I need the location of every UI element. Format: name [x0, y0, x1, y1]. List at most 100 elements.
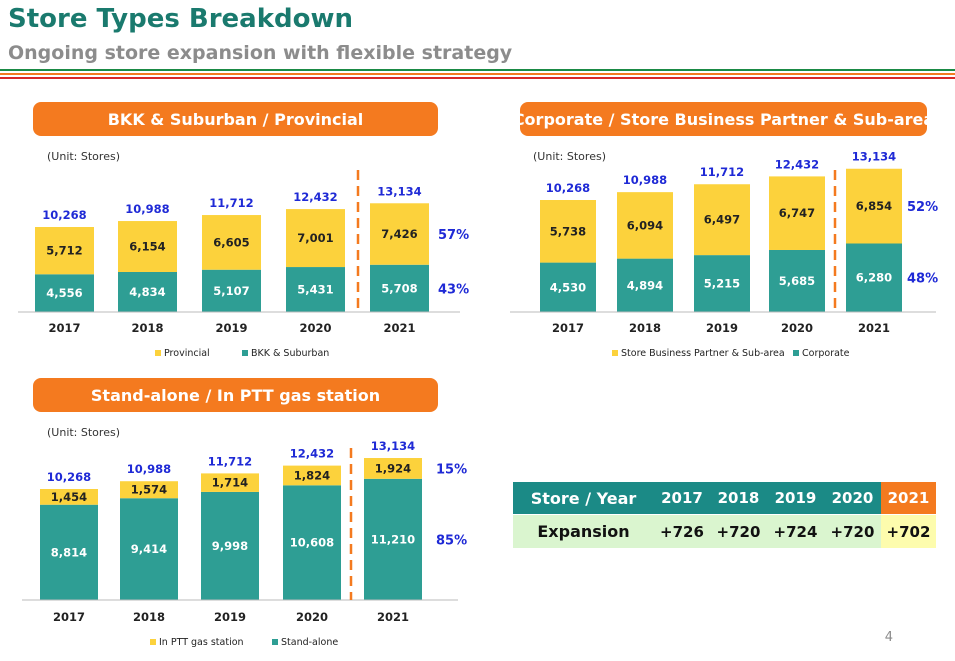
legend-swatch: [155, 350, 161, 356]
data-label-bottom: 6,280: [856, 271, 892, 285]
data-label-bottom: 4,530: [550, 280, 586, 294]
data-label-top: 6,605: [213, 235, 249, 249]
bar-stand-alone-2020: [283, 485, 341, 600]
expansion-table: Store / Year 2017 2018 2019 2020 2021 Ex…: [513, 482, 936, 548]
bar-corporate-2017: [540, 262, 596, 312]
page-subtitle: Ongoing store expansion with flexible st…: [8, 42, 513, 64]
total-label: 10,988: [623, 173, 667, 187]
x-tick-label: 2019: [706, 321, 738, 335]
share-label-top: 15%: [436, 462, 467, 477]
bar-provincial-2020: [286, 209, 345, 268]
chart-bkk-provincial: (Unit: Stores) 4,556 5,712 10,268 2017 4,834 6…: [18, 150, 469, 359]
data-label-top: 6,747: [779, 206, 815, 220]
bar-store-business-partner-sub-area-2017: [540, 200, 596, 263]
total-label: 10,268: [47, 470, 91, 484]
data-label-bottom: 4,834: [129, 285, 165, 299]
page-title: Store Types Breakdown: [8, 4, 354, 34]
table-year-2019: 2019: [767, 482, 824, 514]
legend-label: Store Business Partner & Sub-area: [621, 348, 785, 359]
data-label-top: 1,454: [51, 490, 87, 504]
bar-store-business-partner-sub-area-2019: [694, 184, 750, 256]
bar-provincial-2019: [202, 215, 261, 270]
table-year-2017: 2017: [654, 482, 710, 514]
share-label-top: 57%: [438, 228, 469, 243]
total-label: 13,134: [852, 150, 896, 164]
legend-swatch: [793, 350, 799, 356]
legend-label: Stand-alone: [281, 637, 338, 648]
data-label-top: 7,426: [381, 227, 417, 241]
data-label-bottom: 5,107: [213, 284, 249, 298]
x-tick-label: 2020: [781, 321, 813, 335]
x-tick-label: 2019: [215, 321, 247, 335]
bar-in-ptt-gas-station-2019: [201, 473, 259, 492]
bar-provincial-2021: [370, 203, 429, 265]
bar-corporate-2021: [846, 243, 902, 312]
table-year-2018: 2018: [710, 482, 767, 514]
x-tick-label: 2017: [48, 321, 80, 335]
bar-provincial-2018: [118, 221, 177, 272]
data-label-bottom: 5,431: [297, 283, 333, 297]
table-year-2021: 2021: [881, 482, 936, 514]
data-label-bottom: 4,894: [627, 278, 663, 292]
bar-bkk-suburban-2019: [202, 269, 261, 312]
table-value-2018: +720: [710, 515, 767, 548]
total-label: 11,712: [208, 454, 252, 468]
total-label: 11,712: [209, 196, 253, 210]
total-label: 10,268: [546, 181, 590, 195]
data-label-bottom: 10,608: [290, 536, 334, 550]
data-label-bottom: 5,685: [779, 274, 815, 288]
bar-in-ptt-gas-station-2021: [364, 458, 422, 479]
table-value-2020: +720: [824, 515, 881, 548]
bar-store-business-partner-sub-area-2018: [617, 192, 673, 259]
chart-standalone-ptt: (Unit: Stores) 8,814 1,454 10,268 2017 9,414 1…: [22, 426, 467, 648]
bar-stand-alone-2017: [40, 504, 98, 600]
data-label-top: 5,738: [550, 224, 586, 238]
data-label-bottom: 11,210: [371, 532, 415, 546]
legend-swatch: [272, 639, 278, 645]
legend-swatch: [242, 350, 248, 356]
legend-label: Corporate: [802, 348, 850, 359]
legend-label: In PTT gas station: [159, 637, 244, 648]
share-label-bottom: 85%: [436, 533, 467, 548]
table-value-2019: +724: [767, 515, 824, 548]
x-tick-label: 2017: [53, 610, 85, 624]
legend-label: BKK & Suburban: [251, 348, 329, 359]
header-rule-green: [0, 69, 955, 71]
total-label: 13,134: [377, 184, 421, 198]
unit-label: (Unit: Stores): [47, 150, 120, 163]
legend-label: Provincial: [164, 348, 210, 359]
bar-in-ptt-gas-station-2017: [40, 489, 98, 505]
x-tick-label: 2021: [377, 610, 409, 624]
total-label: 10,988: [125, 202, 169, 216]
bar-bkk-suburban-2020: [286, 267, 345, 312]
chart3-title-pill: Stand-alone / In PTT gas station: [33, 378, 438, 412]
data-label-top: 1,714: [212, 476, 248, 490]
data-label-bottom: 9,414: [131, 542, 167, 556]
share-label-bottom: 43%: [438, 282, 469, 297]
total-label: 12,432: [293, 190, 337, 204]
data-label-bottom: 8,814: [51, 545, 87, 559]
bar-stand-alone-2021: [364, 478, 422, 600]
data-label-bottom: 5,215: [704, 277, 740, 291]
x-tick-label: 2020: [299, 321, 331, 335]
data-label-top: 5,712: [46, 244, 82, 258]
table-value-2017: +726: [654, 515, 710, 548]
legend-swatch: [612, 350, 618, 356]
header-rule-orange: [0, 73, 955, 75]
table-year-2020: 2020: [824, 482, 881, 514]
bar-corporate-2019: [694, 255, 750, 312]
data-label-top: 1,824: [294, 468, 330, 482]
data-label-top: 1,574: [131, 483, 167, 497]
total-label: 11,712: [700, 165, 744, 179]
total-label: 12,432: [775, 157, 819, 171]
data-label-bottom: 4,556: [46, 286, 82, 300]
bar-stand-alone-2019: [201, 491, 259, 600]
legend-swatch: [150, 639, 156, 645]
data-label-top: 1,924: [375, 461, 411, 475]
data-label-top: 6,094: [627, 218, 663, 232]
header-rule-red: [0, 77, 955, 79]
chart2-title-pill: Corporate / Store Business Partner & Sub…: [513, 102, 934, 136]
data-label-top: 6,497: [704, 213, 740, 227]
bar-bkk-suburban-2021: [370, 264, 429, 312]
total-label: 12,432: [290, 447, 334, 461]
